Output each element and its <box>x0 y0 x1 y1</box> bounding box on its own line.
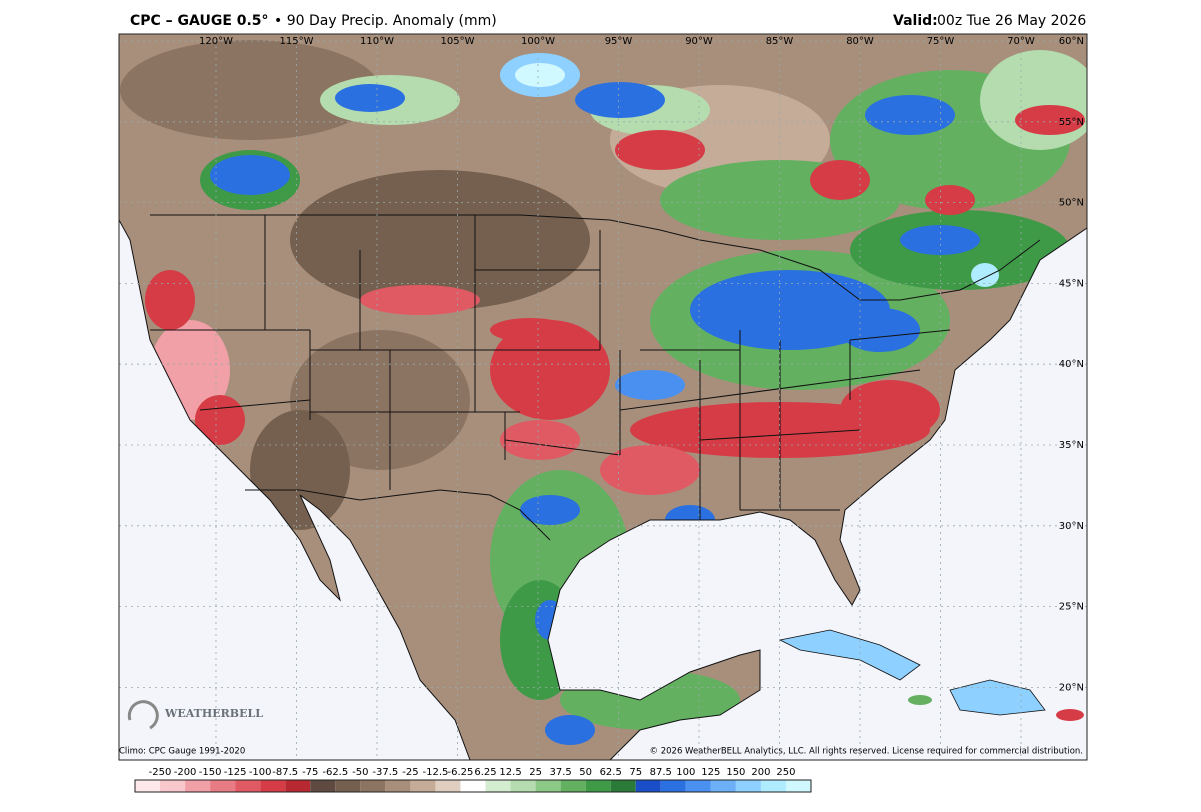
latitude-label: 20°N <box>1059 682 1084 693</box>
colorbar-label: -200 <box>174 767 197 778</box>
colorbar-bin <box>285 780 311 792</box>
colorbar-bin <box>760 780 786 792</box>
longitude-label: 80°W <box>846 36 874 47</box>
latitude-label: 35°N <box>1059 440 1084 451</box>
colorbar-label: 200 <box>751 767 770 778</box>
longitude-label: 105°W <box>441 36 475 47</box>
colorbar-bin <box>435 780 461 792</box>
colorbar-bin <box>235 780 261 792</box>
colorbar-label: -75 <box>302 767 318 778</box>
colorbar-label: 125 <box>701 767 720 778</box>
colorbar-bin <box>510 780 536 792</box>
colorbar-bin <box>385 780 411 792</box>
longitude-label: 85°W <box>766 36 794 47</box>
colorbar-label: -87.5 <box>272 767 298 778</box>
longitude-label: 110°W <box>360 36 394 47</box>
colorbar-frame <box>134 779 812 793</box>
latitude-label: 25°N <box>1059 602 1084 613</box>
longitude-label: 75°W <box>927 36 955 47</box>
colorbar-label: -25 <box>402 767 418 778</box>
colorbar-bin <box>335 780 361 792</box>
map-frame <box>118 33 1088 761</box>
colorbar-bin <box>360 780 386 792</box>
colorbar-bin <box>310 780 336 792</box>
logo: WEATHERBELL <box>164 707 263 720</box>
valid-label: Valid: <box>893 13 938 29</box>
colorbar-label: -100 <box>249 767 272 778</box>
colorbar-bin <box>585 780 611 792</box>
longitude-label: 115°W <box>280 36 314 47</box>
title: CPC – GAUGE 0.5° <box>130 13 269 29</box>
colorbar-bin <box>135 780 161 792</box>
colorbar-label: 6.25 <box>474 767 496 778</box>
colorbar: -250 -200 -150 -125 -100 -87.5 -75 -62.5 -50 -37.… <box>134 767 812 793</box>
longitude-label: 90°W <box>685 36 713 47</box>
colorbar-label: 75 <box>629 767 642 778</box>
colorbar-label: 50 <box>579 767 592 778</box>
borders <box>119 34 1087 760</box>
latitude-label: 55°N <box>1059 117 1084 128</box>
colorbar-label: -62.5 <box>322 767 348 778</box>
latitude-label: 40°N <box>1059 359 1084 370</box>
colorbar-bin <box>485 780 511 792</box>
subtitle: • 90 Day Precip. Anomaly (mm) <box>274 13 497 29</box>
colorbar-bin <box>260 780 286 792</box>
colorbar-label: 37.5 <box>549 767 571 778</box>
colorbar-label: 12.5 <box>499 767 521 778</box>
colorbar-label: -125 <box>224 767 247 778</box>
colorbar-bin <box>735 780 761 792</box>
colorbar-bin <box>535 780 561 792</box>
colorbar-label: -50 <box>352 767 368 778</box>
colorbar-label: 62.5 <box>600 767 622 778</box>
colorbar-bin <box>610 780 636 792</box>
colorbar-bin <box>635 780 661 792</box>
colorbar-bin <box>685 780 711 792</box>
colorbar-label: 250 <box>776 767 795 778</box>
latitude-label: 50°N <box>1059 198 1084 209</box>
colorbar-bin <box>185 780 211 792</box>
longitude-label: 95°W <box>605 36 633 47</box>
colorbar-label: 100 <box>676 767 695 778</box>
longitude-label: 100°W <box>521 36 555 47</box>
colorbar-label: -250 <box>149 767 172 778</box>
valid-time: 00z Tue 26 May 2026 <box>937 13 1086 29</box>
copyright: © 2026 WeatherBELL Analytics, LLC. All r… <box>650 747 1083 757</box>
colorbar-bin <box>710 780 736 792</box>
map: 120°W 115°W 110°W 105°W 100°W 95°W 90°W 85°W 80°… <box>119 34 1087 760</box>
colorbar-label: 25 <box>529 767 542 778</box>
latitude-label: 30°N <box>1059 521 1084 532</box>
logo-swirl <box>127 700 159 730</box>
colorbar-label: -150 <box>199 767 222 778</box>
colorbar-bin <box>460 780 486 792</box>
latitude-label: 45°N <box>1059 278 1084 289</box>
colorbar-label: -37.5 <box>372 767 398 778</box>
colorbar-bin <box>560 780 586 792</box>
graticule <box>119 34 1087 760</box>
colorbar-bin <box>785 780 811 792</box>
colorbar-bin <box>210 780 236 792</box>
colorbar-bin <box>410 780 436 792</box>
colorbar-label: -6.25 <box>448 767 474 778</box>
colorbar-label: 87.5 <box>650 767 672 778</box>
colorbar-label: -12.5 <box>423 767 449 778</box>
climo-note: Climo: CPC Gauge 1991-2020 <box>119 747 245 757</box>
colorbar-label: 150 <box>726 767 745 778</box>
colorbar-bin <box>160 780 186 792</box>
latitude-label: 60°N <box>1059 36 1084 47</box>
longitude-label: 70°W <box>1007 36 1035 47</box>
longitude-label: 120°W <box>199 36 233 47</box>
colorbar-bin <box>660 780 686 792</box>
coordinate-labels: 120°W 115°W 110°W 105°W 100°W 95°W 90°W 85°W 80°… <box>199 36 1084 693</box>
